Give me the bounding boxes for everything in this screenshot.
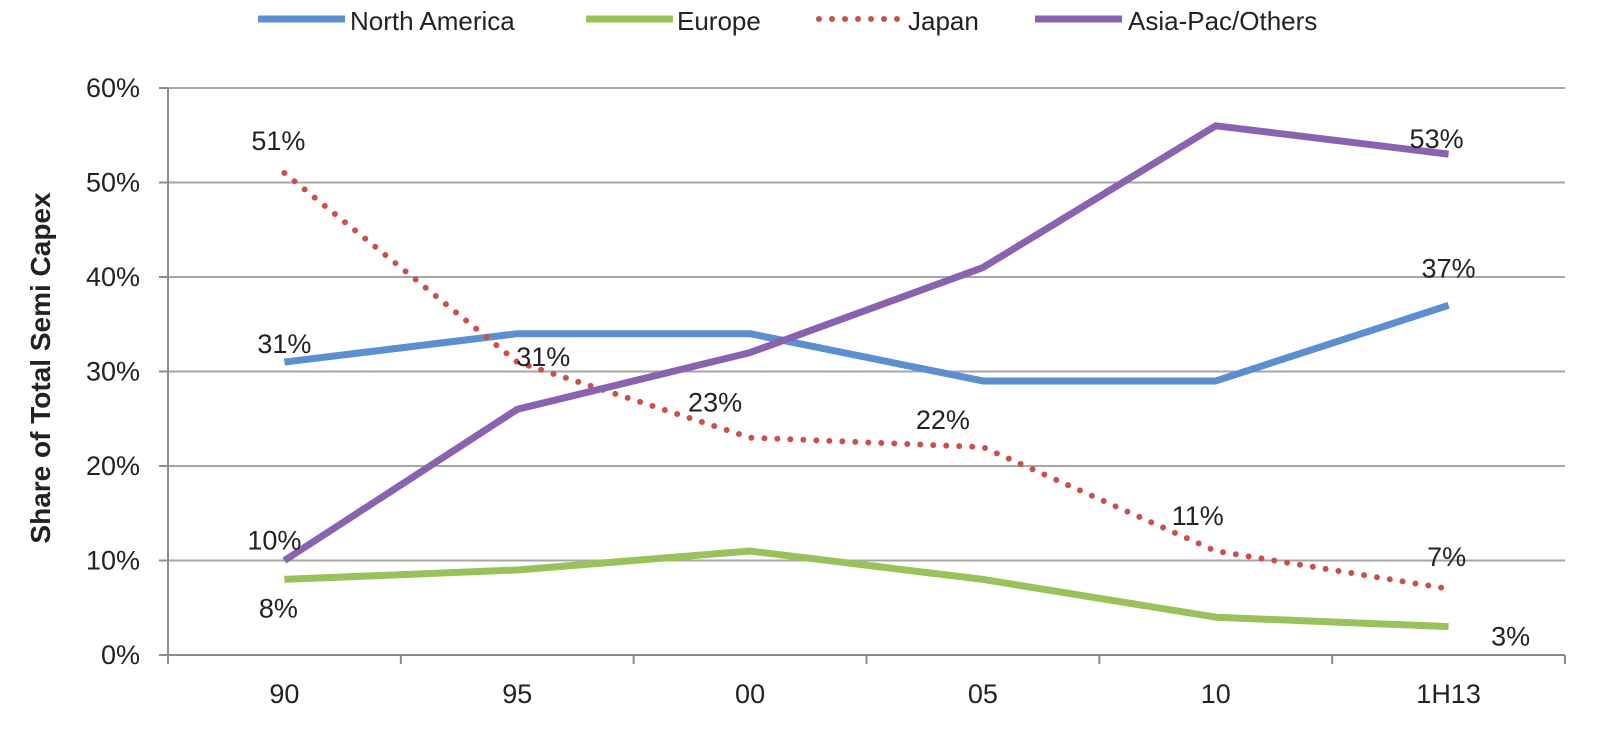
axes: 0% 10% 20% 30% 40% 50% 60% 90 95 00 05 10 1H13 (86, 73, 1566, 709)
y-tick-label: 30% (86, 357, 140, 387)
data-label-japan: 11% (1172, 501, 1224, 531)
y-tick-label: 10% (86, 546, 140, 576)
y-tick-label: 40% (86, 262, 140, 292)
y-tick-label: 50% (86, 168, 140, 198)
y-axis-title: Share of Total Semi Capex (25, 192, 56, 544)
series-line-japan (281, 170, 1452, 592)
x-tick-label: 90 (269, 679, 299, 709)
y-tick-label: 20% (86, 451, 140, 481)
legend-label: Europe (677, 6, 761, 36)
y-tick-label: 60% (86, 73, 140, 103)
data-label-japan: 51% (251, 126, 305, 156)
x-tick-label: 00 (735, 679, 765, 709)
gridlines (168, 87, 1565, 562)
data-label-japan: 31% (516, 342, 570, 372)
series-line-north-america (283, 302, 1450, 385)
series-line-asia-pac-others (282, 122, 1450, 564)
series-lines (281, 122, 1452, 631)
x-tick-label: 95 (502, 679, 532, 709)
data-label-asia-pac-others: 53% (1410, 124, 1464, 154)
data-label-japan: 7% (1427, 542, 1466, 572)
data-label-japan: 23% (688, 388, 742, 418)
data-labels: 31% 37% 8% 3% 51% 31% 23% 22% 11% 7% 10% 53% (247, 124, 1530, 652)
data-label-japan: 22% (916, 405, 970, 435)
data-label-europe: 8% (259, 593, 298, 623)
x-tick-label: 05 (968, 679, 998, 709)
x-tick-label: 10 (1201, 679, 1231, 709)
data-label-asia-pac-others: 10% (247, 526, 301, 556)
legend: North America Europe Japan Asia-Pac/Others (258, 6, 1317, 36)
legend-label: Asia-Pac/Others (1128, 6, 1317, 36)
x-tick-label: 1H13 (1416, 679, 1481, 709)
data-label-north-america: 31% (257, 329, 311, 359)
y-tick-label: 0% (101, 640, 140, 670)
series-line-europe (284, 547, 1449, 631)
legend-label: Japan (908, 6, 979, 36)
data-label-europe: 3% (1491, 622, 1530, 652)
data-label-north-america: 37% (1422, 253, 1476, 283)
legend-label: North America (350, 6, 515, 36)
